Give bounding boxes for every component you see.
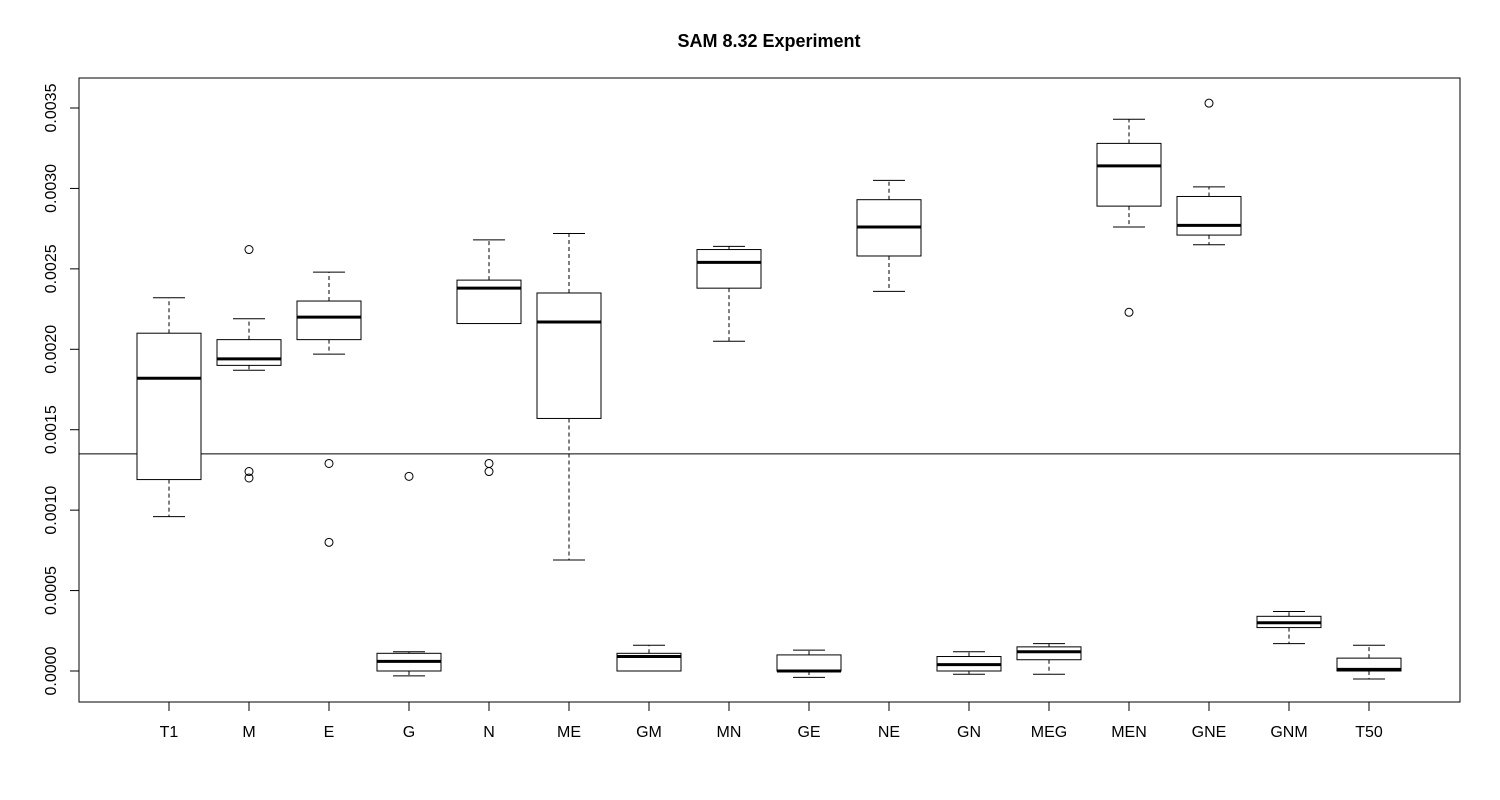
box-t50 — [1336, 644, 1402, 680]
box-iqr — [136, 332, 202, 481]
box-iqr — [1336, 657, 1402, 672]
plot-frame — [78, 77, 1461, 703]
box-ne — [856, 179, 922, 292]
box-gne — [1176, 98, 1242, 246]
outlier-point — [1124, 307, 1134, 317]
y-tick-label: 0.0000 — [43, 646, 60, 695]
outlier-point — [1204, 98, 1214, 108]
x-tick-label: MEG — [1031, 724, 1067, 741]
box-iqr — [296, 300, 362, 341]
y-tick-label: 0.0015 — [43, 405, 60, 454]
box-iqr — [1096, 142, 1162, 207]
x-tick-label: GNE — [1192, 724, 1227, 741]
box-g — [376, 471, 442, 677]
y-tick-label: 0.0005 — [43, 566, 60, 615]
box-iqr — [536, 292, 602, 419]
x-tick-label: T1 — [160, 724, 179, 741]
box-t1 — [136, 297, 202, 518]
x-tick-label: MEN — [1111, 724, 1147, 741]
outlier-point — [244, 245, 254, 255]
outlier-point — [244, 473, 254, 483]
boxes-layer — [136, 98, 1402, 680]
box-meg — [1016, 643, 1082, 675]
outlier-point — [484, 458, 494, 468]
box-iqr — [1176, 195, 1242, 236]
y-tick-label: 0.0025 — [43, 244, 60, 293]
y-tick-label: 0.0030 — [43, 164, 60, 213]
x-tick-label: MN — [717, 724, 742, 741]
x-tick-label: GE — [797, 724, 820, 741]
x-tick-label: G — [403, 724, 415, 741]
box-me — [536, 232, 602, 561]
y-tick-label: 0.0035 — [43, 83, 60, 132]
outlier-point — [484, 467, 494, 477]
x-tick-label: GN — [957, 724, 981, 741]
box-gm — [616, 644, 682, 672]
y-tick-label: 0.0010 — [43, 486, 60, 535]
box-gn — [936, 651, 1002, 675]
box-m — [216, 245, 282, 483]
x-tick-label: E — [324, 724, 335, 741]
chart-title: SAM 8.32 Experiment — [677, 31, 860, 51]
x-tick-label: T50 — [1355, 724, 1383, 741]
x-tick-label: NE — [878, 724, 900, 741]
x-tick-label: M — [242, 724, 255, 741]
box-mn — [696, 245, 762, 342]
x-axis: T1 M E G N ME GM MN GE NE GN MEG MEN GNE GNM T50 — [160, 702, 1383, 741]
x-tick-label: GM — [636, 724, 662, 741]
y-axis: 0.0000 0.0005 0.0010 0.0015 0.0020 0.0025 0.00… — [43, 83, 79, 695]
outlier-point — [404, 471, 414, 481]
box-iqr — [1016, 646, 1082, 661]
outlier-point — [324, 458, 334, 468]
outlier-point — [324, 537, 334, 547]
x-tick-label: N — [483, 724, 495, 741]
box-iqr — [776, 654, 842, 672]
outlier-point — [244, 467, 254, 477]
x-tick-label: ME — [557, 724, 581, 741]
box-ge — [776, 649, 842, 678]
box-iqr — [456, 279, 522, 325]
y-tick-label: 0.0020 — [43, 325, 60, 374]
box-gnm — [1256, 610, 1322, 645]
box-iqr — [696, 249, 762, 289]
box-n — [456, 239, 522, 477]
box-iqr — [216, 339, 282, 366]
box-men — [1096, 118, 1162, 317]
x-tick-label: GNM — [1270, 724, 1307, 741]
box-e — [296, 271, 362, 547]
